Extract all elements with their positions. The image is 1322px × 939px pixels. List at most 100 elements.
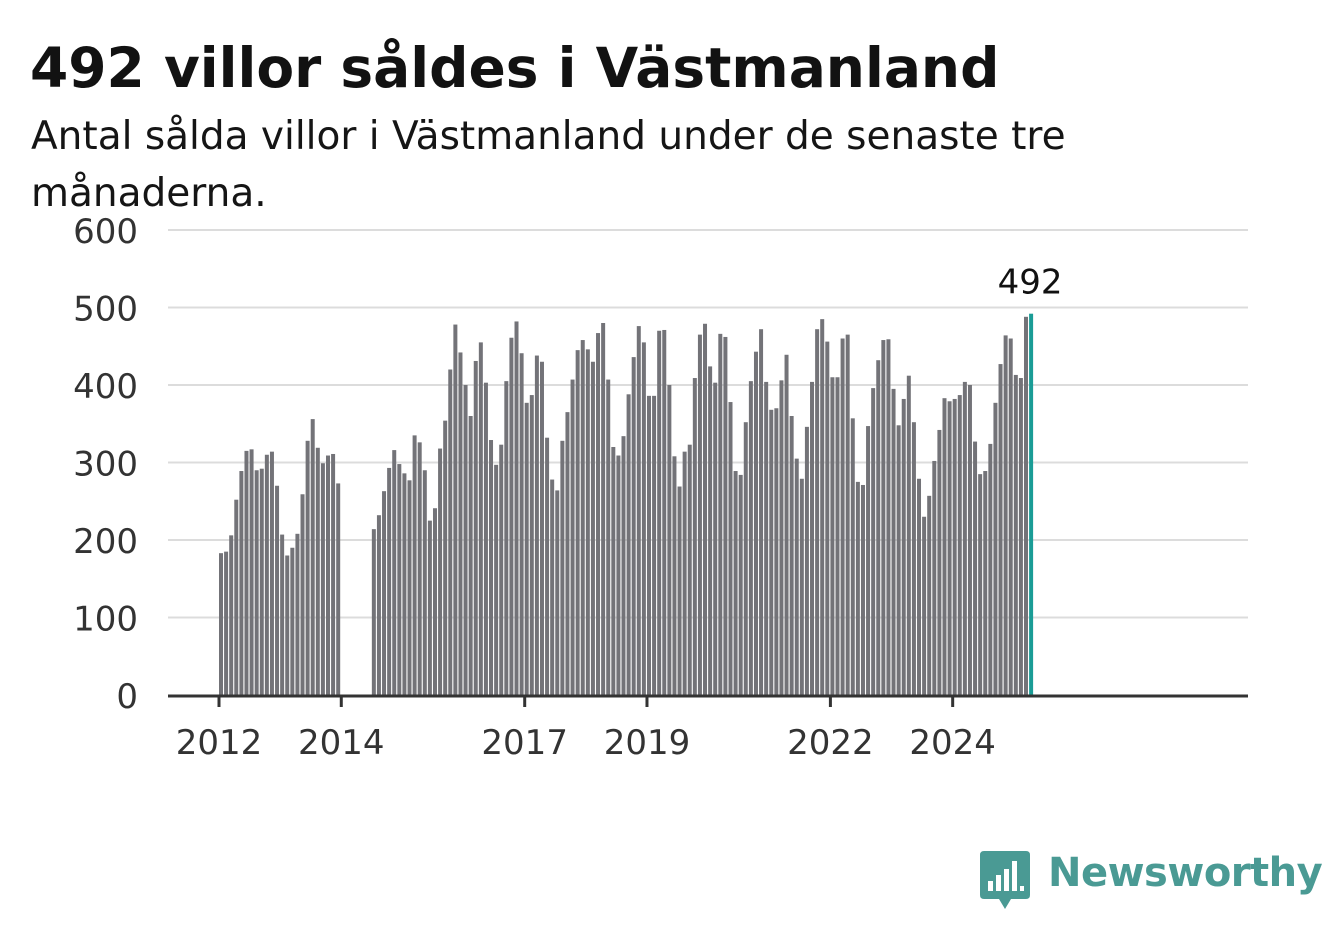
bar <box>280 534 285 695</box>
bar <box>545 437 550 695</box>
bar <box>601 323 606 695</box>
bar <box>937 429 942 695</box>
bar <box>259 468 264 695</box>
bar <box>336 483 341 695</box>
bar <box>993 402 998 695</box>
bar <box>387 467 392 695</box>
bar <box>224 551 229 696</box>
bar <box>850 418 855 695</box>
bar <box>285 555 290 695</box>
bar <box>519 353 524 695</box>
bar <box>835 377 840 695</box>
bar <box>713 382 718 695</box>
bar <box>590 361 595 695</box>
bar <box>631 357 636 695</box>
bar <box>641 342 646 696</box>
bar <box>275 485 280 695</box>
bar <box>1008 338 1013 695</box>
bar <box>489 440 494 695</box>
bar <box>687 444 692 695</box>
bar <box>463 385 468 695</box>
bar <box>743 422 748 695</box>
bar <box>606 379 611 695</box>
bar <box>315 447 320 695</box>
bar <box>331 453 336 695</box>
bar <box>560 440 565 695</box>
bar <box>708 366 713 695</box>
bar <box>871 388 876 695</box>
x-tick-label: 2022 <box>787 723 874 763</box>
bar <box>626 394 631 695</box>
bar <box>733 471 738 695</box>
bar <box>866 426 871 695</box>
bar <box>911 422 916 695</box>
bar <box>657 330 662 695</box>
bar <box>585 349 590 695</box>
bar <box>524 402 529 695</box>
bar <box>764 381 769 695</box>
bar <box>402 473 407 695</box>
bar <box>611 447 616 695</box>
bar <box>427 520 432 696</box>
data-label: 492 <box>998 263 1063 303</box>
bar <box>392 450 397 695</box>
bar <box>529 395 534 695</box>
bar <box>789 416 794 695</box>
bar <box>799 478 804 695</box>
bar <box>458 352 463 695</box>
bar <box>983 471 988 695</box>
newsworthy-logo[interactable]: Newsworthy <box>980 846 1322 914</box>
bar <box>804 426 809 695</box>
y-tick-label: 500 <box>73 290 138 330</box>
bar <box>636 326 641 695</box>
x-tick-label: 2024 <box>909 723 996 763</box>
y-tick-label: 300 <box>73 445 138 485</box>
bar <box>932 460 937 695</box>
y-tick-label: 200 <box>73 522 138 562</box>
bar <box>957 395 962 695</box>
bar <box>759 329 764 695</box>
bar <box>432 508 437 695</box>
bar <box>550 479 555 695</box>
bar <box>820 319 825 696</box>
bar <box>239 471 244 695</box>
bar <box>565 412 570 696</box>
bar <box>478 342 483 696</box>
bar <box>855 481 860 696</box>
bar <box>845 334 850 696</box>
bar <box>1013 374 1018 695</box>
bar <box>412 435 417 696</box>
bar <box>382 491 387 695</box>
bar <box>453 324 458 695</box>
bar <box>840 338 845 695</box>
bar <box>784 354 789 695</box>
bar <box>621 436 626 695</box>
newsworthy-logo-icon <box>980 851 1030 909</box>
bar <box>810 381 815 695</box>
bar <box>718 333 723 695</box>
bar <box>249 449 254 695</box>
y-axis-ticks: 0 100 200 300 400 500 600 <box>73 212 138 717</box>
bar <box>988 443 993 695</box>
bar-highlight <box>1029 313 1034 695</box>
bar <box>677 486 682 695</box>
bar <box>448 369 453 695</box>
bar <box>300 494 305 695</box>
bar <box>662 329 667 695</box>
annotations: 492 <box>998 263 1063 303</box>
bar <box>815 329 820 695</box>
bar <box>397 464 402 695</box>
bar <box>896 425 901 695</box>
x-tick-label: 2017 <box>481 723 568 763</box>
bar <box>407 480 412 695</box>
bar <box>962 381 967 695</box>
bar <box>499 444 504 695</box>
bar <box>901 398 906 695</box>
bar <box>514 321 519 695</box>
bar <box>371 529 376 695</box>
bar <box>973 441 978 695</box>
bar <box>305 440 310 695</box>
bar <box>422 470 427 695</box>
bar <box>219 553 223 695</box>
bar <box>575 350 580 696</box>
